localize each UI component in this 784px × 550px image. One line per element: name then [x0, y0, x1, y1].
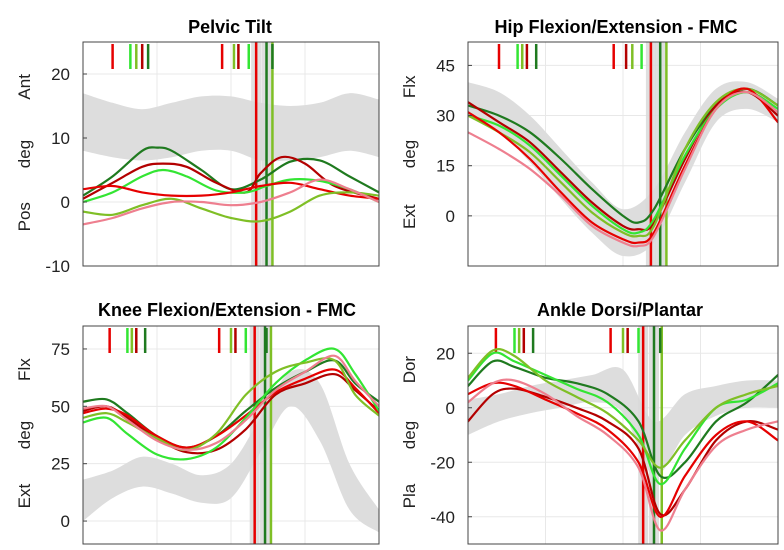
series-line-red: [83, 181, 379, 200]
y-tick-label: 0: [61, 512, 70, 531]
series-line-pink: [468, 378, 778, 532]
y-tick-label: 0: [61, 193, 70, 212]
y-axis-label: Flx: [15, 358, 34, 381]
series-line-dark-green: [83, 146, 379, 197]
y-axis-label: Ext: [15, 483, 34, 508]
series-line-dark-red: [468, 387, 778, 517]
chart-title: Ankle Dorsi/Plantar: [537, 300, 703, 320]
y-tick-label: -10: [45, 257, 70, 276]
chart-title: Hip Flexion/Extension - FMC: [494, 17, 737, 37]
series-line-yellow-green: [468, 348, 778, 469]
y-axis-label: Ext: [400, 204, 419, 229]
series-line-dark-red: [83, 155, 379, 200]
chart-panel-3: Knee Flexion/Extension - FMC 0 25 50 75 Flx de…: [15, 300, 380, 545]
y-axis-label: Dor: [400, 356, 419, 384]
axes-frame: [82, 41, 380, 267]
chart-title: Knee Flexion/Extension - FMC: [98, 300, 356, 320]
normative-band: [83, 93, 379, 162]
series-line-dark-green: [468, 359, 778, 480]
series-line-dark-red: [468, 90, 778, 232]
axes-frame: [467, 325, 779, 545]
y-tick-label: 0: [446, 207, 455, 226]
y-tick-label: 50: [51, 397, 70, 416]
y-axis-label: Flx: [400, 75, 419, 98]
series-line-pink: [83, 354, 379, 452]
series-line-red: [468, 381, 778, 518]
y-tick-label: 10: [51, 129, 70, 148]
y-tick-label: 75: [51, 340, 70, 359]
plot-area: [468, 326, 778, 544]
axes-frame: [467, 41, 779, 267]
series-line-yellow-green: [468, 87, 778, 238]
plot-area: [468, 42, 778, 266]
y-axis-label: Ant: [15, 74, 34, 100]
y-tick-label: 0: [446, 399, 455, 418]
plot-area: [83, 42, 379, 266]
series-line-red: [83, 368, 379, 449]
series-line-dark-red: [83, 373, 379, 455]
y-tick-label: 20: [436, 344, 455, 363]
y-axis-label: Pla: [400, 483, 419, 508]
chart-title: Pelvic Tilt: [188, 17, 272, 37]
series-line-pink: [468, 90, 778, 248]
chart-panel-1: Pelvic Tilt -10 0 10 20 Ant deg Pos: [15, 17, 380, 276]
series-line-yellow-green: [83, 191, 379, 223]
y-axis-label: deg: [15, 140, 34, 168]
chart-panel-4: Ankle Dorsi/Plantar -40 -20 0 20 Dor deg Pla: [400, 300, 779, 545]
chart-panel-2: Hip Flexion/Extension - FMC 0 15 30 45 Flx deg…: [400, 17, 779, 267]
series-line-pink: [83, 178, 379, 226]
y-tick-label: 25: [51, 455, 70, 474]
y-tick-label: 20: [51, 65, 70, 84]
normative-band: [83, 368, 379, 533]
y-axis-label: deg: [15, 421, 34, 449]
y-axis-label: deg: [400, 421, 419, 449]
y-tick-label: 45: [436, 56, 455, 75]
axes-frame: [82, 325, 380, 545]
y-axis-label: Pos: [15, 202, 34, 231]
y-tick-label: 15: [436, 157, 455, 176]
series-line-yellow-green: [83, 357, 379, 452]
y-tick-label: -40: [430, 508, 455, 527]
y-tick-label: 30: [436, 107, 455, 126]
y-tick-label: -20: [430, 453, 455, 472]
y-axis-label: deg: [400, 140, 419, 168]
plot-area: [83, 326, 379, 544]
